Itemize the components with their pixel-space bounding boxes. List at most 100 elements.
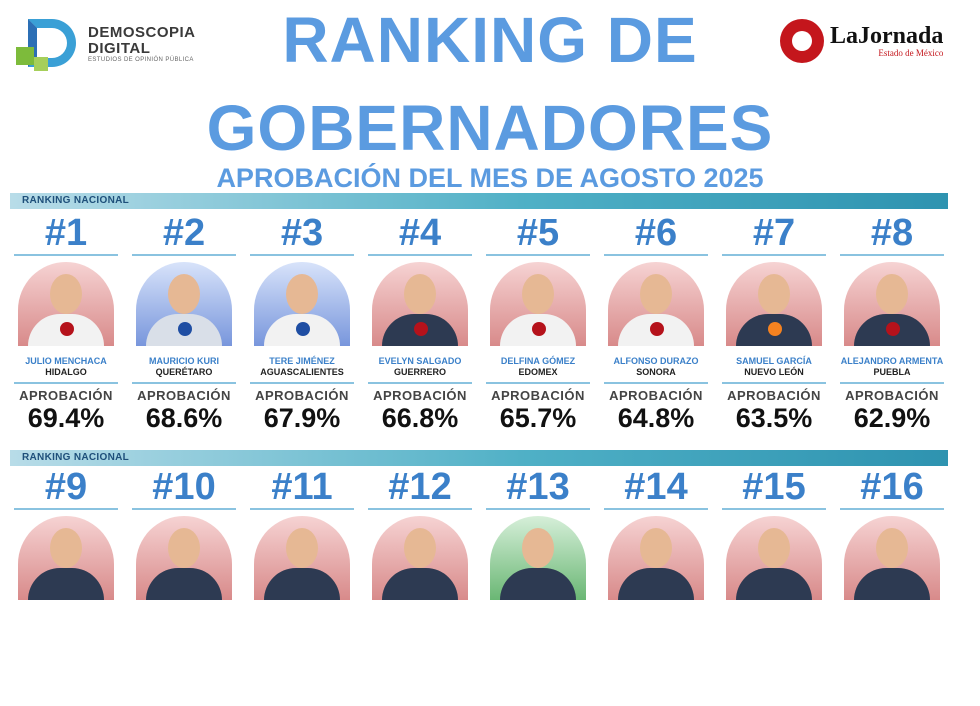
governor-photo bbox=[490, 516, 586, 600]
governor-photo bbox=[490, 262, 586, 346]
governor-card-1: #1 JULIO MENCHACA HIDALGO APROBACIÓN 69.… bbox=[10, 212, 122, 452]
governor-photo bbox=[372, 516, 468, 600]
governor-name: SAMUEL GARCÍA bbox=[736, 356, 812, 366]
approval-label: APROBACIÓN bbox=[373, 388, 467, 403]
governor-state: GUERRERO bbox=[393, 367, 446, 377]
governor-name: DELFINA GÓMEZ bbox=[500, 356, 576, 366]
governor-card-10: #10 bbox=[128, 466, 240, 706]
rank-number: #7 bbox=[752, 212, 796, 254]
party-icon bbox=[414, 322, 428, 336]
lajornada-logo: LaJornada Estado de México bbox=[780, 16, 972, 66]
governor-card-12: #12 bbox=[364, 466, 476, 706]
subtitle: APROBACIÓN DEL MES DE AGOSTO 2025 bbox=[216, 163, 764, 193]
governor-state: HIDALGO bbox=[45, 367, 87, 377]
governor-photo bbox=[18, 262, 114, 346]
governor-name: EVELYN SALGADO bbox=[378, 356, 462, 366]
governor-card-7: #7 SAMUEL GARCÍA NUEVO LEÓN APROBACIÓN 6… bbox=[718, 212, 830, 452]
rank-number: #2 bbox=[162, 212, 206, 254]
demoscopia-logo: DEMOSCOPIA DIGITAL ESTUDIOS DE OPINIÓN P… bbox=[14, 16, 214, 72]
approval-value: 66.8% bbox=[381, 403, 459, 433]
governor-card-8: #8 ALEJANDRO ARMENTA PUEBLA APROBACIÓN 6… bbox=[836, 212, 948, 452]
rank-number: #6 bbox=[634, 212, 678, 254]
approval-label: APROBACIÓN bbox=[845, 388, 939, 403]
governor-photo bbox=[18, 516, 114, 600]
rank-number: #8 bbox=[870, 212, 914, 254]
approval-label: APROBACIÓN bbox=[19, 388, 113, 403]
governor-card-14: #14 bbox=[600, 466, 712, 706]
governor-photo bbox=[254, 262, 350, 346]
rank-number: #9 bbox=[44, 466, 88, 508]
governor-card-5: #5 DELFINA GÓMEZ EDOMEX APROBACIÓN 65.7% bbox=[482, 212, 594, 452]
section-label-2: RANKING NACIONAL bbox=[22, 452, 130, 463]
governor-photo bbox=[136, 516, 232, 600]
rank-number: #14 bbox=[624, 466, 688, 508]
party-icon bbox=[60, 322, 74, 336]
approval-value: 63.5% bbox=[735, 403, 813, 433]
title-line1: RANKING DE bbox=[282, 4, 698, 76]
rank-number: #16 bbox=[860, 466, 924, 508]
rank-number: #1 bbox=[44, 212, 88, 254]
logo-right-sub: Estado de México bbox=[878, 48, 944, 58]
approval-value: 65.7% bbox=[499, 403, 577, 433]
governor-name: MAURICIO KURI bbox=[149, 356, 219, 366]
governor-card-16: #16 bbox=[836, 466, 948, 706]
governor-photo bbox=[254, 516, 350, 600]
governor-photo bbox=[844, 262, 940, 346]
party-icon bbox=[178, 322, 192, 336]
approval-value: 62.9% bbox=[853, 403, 931, 433]
rank-number: #4 bbox=[398, 212, 442, 254]
approval-label: APROBACIÓN bbox=[255, 388, 349, 403]
governor-photo bbox=[372, 262, 468, 346]
governor-state: AGUASCALIENTES bbox=[260, 367, 344, 377]
logo-left-line2: DIGITAL bbox=[88, 40, 151, 57]
governor-name: ALFONSO DURAZO bbox=[613, 356, 699, 366]
party-icon bbox=[296, 322, 310, 336]
governor-photo bbox=[726, 516, 822, 600]
ranking-row-1: #1 JULIO MENCHACA HIDALGO APROBACIÓN 69.… bbox=[10, 212, 950, 452]
governor-photo bbox=[608, 516, 704, 600]
governor-card-13: #13 bbox=[482, 466, 594, 706]
rank-number: #10 bbox=[152, 466, 216, 508]
governor-photo bbox=[136, 262, 232, 346]
logo-left-line3: ESTUDIOS DE OPINIÓN PÚBLICA bbox=[88, 57, 194, 63]
governor-name: TERE JIMÉNEZ bbox=[269, 356, 335, 366]
rank-number: #12 bbox=[388, 466, 452, 508]
governor-card-9: #9 bbox=[10, 466, 122, 706]
rank-number: #3 bbox=[280, 212, 324, 254]
governor-card-6: #6 ALFONSO DURAZO SONORA APROBACIÓN 64.8… bbox=[600, 212, 712, 452]
approval-value: 69.4% bbox=[27, 403, 105, 433]
section-bar-2: RANKING NACIONAL bbox=[10, 450, 948, 466]
sun-icon bbox=[780, 19, 824, 63]
approval-value: 64.8% bbox=[617, 403, 695, 433]
title-line2: GOBERNADORES bbox=[206, 92, 774, 164]
governor-photo bbox=[844, 516, 940, 600]
governor-card-11: #11 bbox=[246, 466, 358, 706]
governor-card-4: #4 EVELYN SALGADO GUERRERO APROBACIÓN 66… bbox=[364, 212, 476, 452]
demoscopia-logo-icon bbox=[14, 17, 82, 71]
party-icon bbox=[650, 322, 664, 336]
approval-label: APROBACIÓN bbox=[137, 388, 231, 403]
rank-number: #13 bbox=[506, 466, 570, 508]
section-label-1: RANKING NACIONAL bbox=[22, 195, 130, 206]
approval-label: APROBACIÓN bbox=[727, 388, 821, 403]
ranking-row-2: #9 #10 #11 #12 #13 #14 #15 #16 bbox=[10, 466, 950, 706]
party-icon bbox=[768, 322, 782, 336]
governor-name: ALEJANDRO ARMENTA bbox=[840, 356, 944, 366]
rank-number: #5 bbox=[516, 212, 560, 254]
approval-label: APROBACIÓN bbox=[491, 388, 585, 403]
approval-value: 67.9% bbox=[263, 403, 341, 433]
governor-state: PUEBLA bbox=[873, 367, 911, 377]
approval-value: 68.6% bbox=[145, 403, 223, 433]
governor-state: SONORA bbox=[636, 367, 676, 377]
governor-card-15: #15 bbox=[718, 466, 830, 706]
logo-right-brand: LaJornada bbox=[830, 23, 944, 49]
party-icon bbox=[886, 322, 900, 336]
governor-photo bbox=[726, 262, 822, 346]
party-icon bbox=[532, 322, 546, 336]
rank-number: #11 bbox=[271, 466, 333, 508]
governor-state: QUERÉTARO bbox=[155, 367, 213, 377]
governor-card-3: #3 TERE JIMÉNEZ AGUASCALIENTES APROBACIÓ… bbox=[246, 212, 358, 452]
section-bar-1: RANKING NACIONAL bbox=[10, 193, 948, 209]
governor-state: NUEVO LEÓN bbox=[744, 367, 804, 377]
governor-photo bbox=[608, 262, 704, 346]
